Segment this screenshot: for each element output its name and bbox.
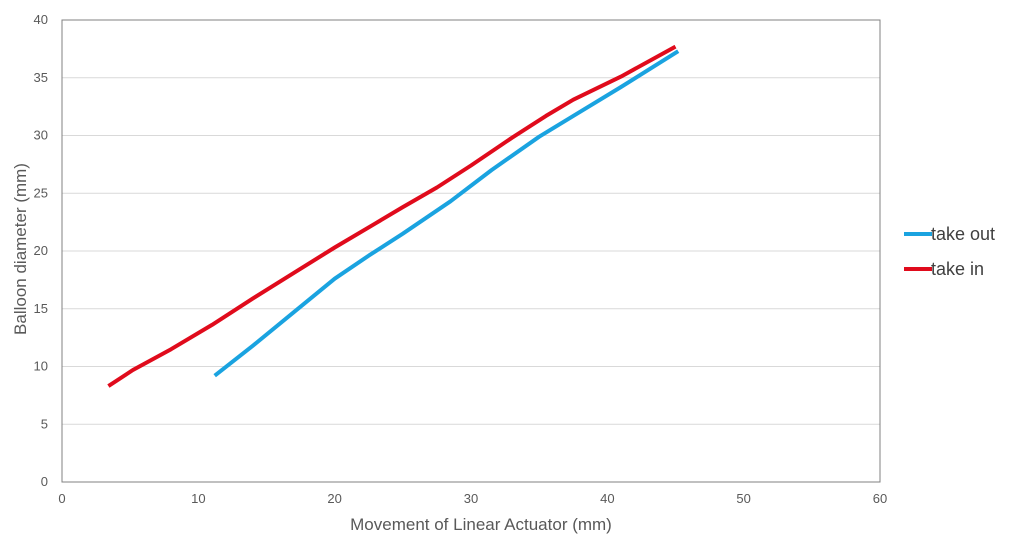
y-tick-label-15: 15 bbox=[34, 301, 48, 316]
x-tick-label-30: 30 bbox=[464, 491, 478, 506]
legend-label-take-out: take out bbox=[931, 224, 995, 244]
series-line-take-in bbox=[107, 44, 677, 388]
y-tick-label-25: 25 bbox=[34, 185, 48, 200]
x-axis-ticks: 0 10 20 30 40 50 60 bbox=[58, 491, 887, 506]
series-lines bbox=[107, 44, 680, 388]
x-tick-label-60: 60 bbox=[873, 491, 887, 506]
x-tick-label-50: 50 bbox=[736, 491, 750, 506]
y-tick-label-10: 10 bbox=[34, 359, 48, 374]
x-tick-label-0: 0 bbox=[58, 491, 65, 506]
x-axis-title: Movement of Linear Actuator (mm) bbox=[350, 515, 612, 534]
y-tick-label-35: 35 bbox=[34, 70, 48, 85]
x-tick-label-20: 20 bbox=[327, 491, 341, 506]
plot-area-frame bbox=[61, 19, 881, 483]
legend: take out take in bbox=[904, 224, 995, 279]
grid-lines bbox=[62, 19, 880, 425]
y-tick-label-30: 30 bbox=[34, 128, 48, 143]
y-axis-title: Balloon diameter (mm) bbox=[11, 163, 30, 335]
series-line-take-out bbox=[213, 49, 680, 378]
y-tick-label-40: 40 bbox=[34, 12, 48, 27]
y-tick-label-5: 5 bbox=[41, 416, 48, 431]
y-tick-label-20: 20 bbox=[34, 243, 48, 258]
legend-label-take-in: take in bbox=[931, 259, 984, 279]
y-axis-ticks: 0 5 10 15 20 25 30 35 40 bbox=[34, 12, 48, 489]
x-tick-label-40: 40 bbox=[600, 491, 614, 506]
y-tick-label-0: 0 bbox=[41, 474, 48, 489]
x-tick-label-10: 10 bbox=[191, 491, 205, 506]
